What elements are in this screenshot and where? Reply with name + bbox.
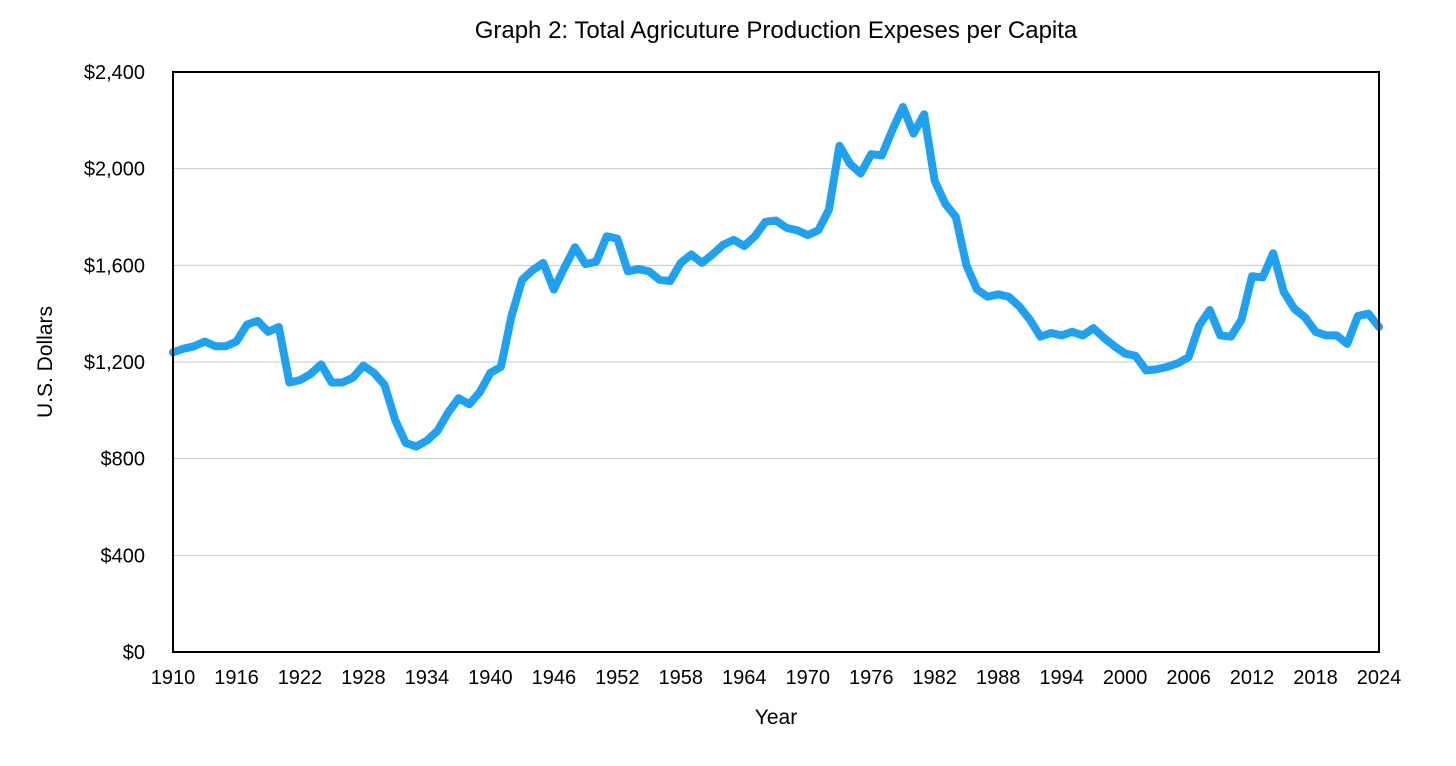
y-tick-label: $2,400 — [84, 62, 145, 84]
y-tick-label: $800 — [101, 449, 146, 471]
x-tick-label: 1916 — [214, 667, 259, 689]
x-tick-label: 1934 — [405, 667, 450, 689]
x-tick-label: 2012 — [1230, 667, 1275, 689]
x-tick-label: 1928 — [341, 667, 386, 689]
x-axis-label: Year — [755, 706, 797, 729]
x-tick-label: 2018 — [1293, 667, 1338, 689]
x-tick-label: 1988 — [976, 667, 1021, 689]
x-tick-label: 1982 — [912, 667, 957, 689]
x-tick-label: 1970 — [785, 667, 830, 689]
x-tick-label: 2006 — [1166, 667, 1211, 689]
y-tick-label: $1,200 — [84, 352, 145, 374]
x-axis-ticks: 1910 1916 1922 1928 1934 1940 1946 1952 1958 1964… — [151, 667, 1402, 689]
y-tick-label: $400 — [101, 545, 146, 567]
x-tick-label: 1940 — [468, 667, 513, 689]
x-tick-label: 2024 — [1357, 667, 1402, 689]
x-tick-label: 1922 — [278, 667, 323, 689]
gridlines — [173, 168, 1379, 556]
series-line — [169, 103, 1383, 451]
x-tick-label: 1994 — [1039, 667, 1084, 689]
x-tick-label: 1976 — [849, 667, 894, 689]
y-tick-label: $1,600 — [84, 255, 145, 277]
series-layer — [169, 103, 1383, 451]
x-tick-label: 1946 — [532, 667, 577, 689]
y-axis-label: U.S. Dollars — [34, 306, 57, 418]
y-tick-label: $2,000 — [84, 159, 145, 181]
y-tick-label: $0 — [123, 642, 145, 664]
x-tick-label: 1958 — [659, 667, 704, 689]
x-tick-label: 1964 — [722, 667, 767, 689]
plot-area-frame — [172, 71, 1380, 653]
x-tick-label: 2000 — [1103, 667, 1148, 689]
x-tick-label: 1952 — [595, 667, 640, 689]
x-tick-label: 1910 — [151, 667, 196, 689]
y-axis-ticks: $0 $400 $800 $1,200 $1,600 $2,000 $2,400 — [84, 62, 145, 664]
chart-title: Graph 2: Total Agricuture Production Exp… — [475, 17, 1078, 44]
